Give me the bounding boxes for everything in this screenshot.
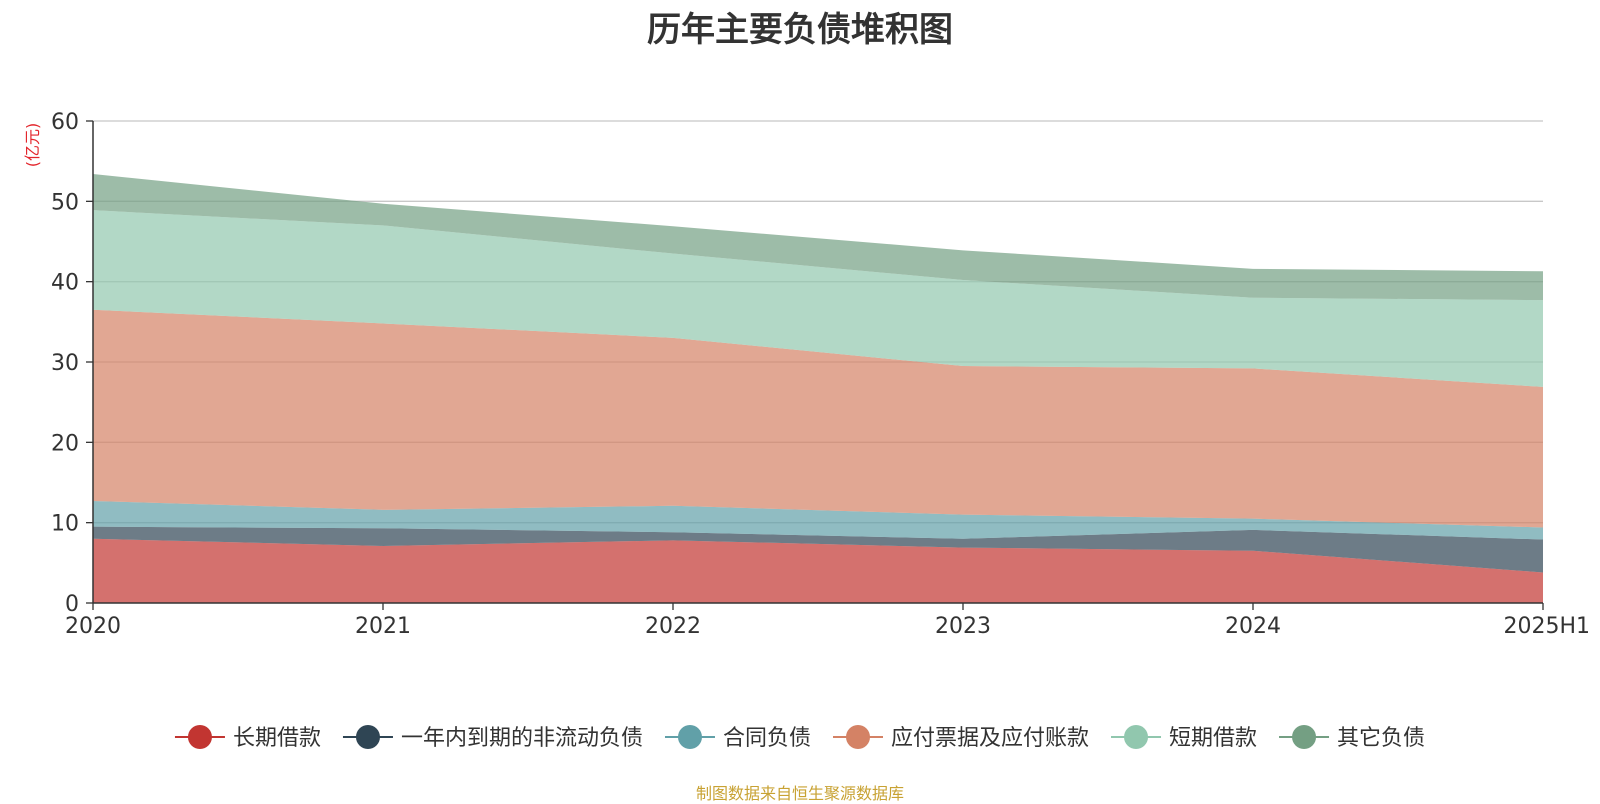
legend-label: 一年内到期的非流动负债	[401, 726, 643, 751]
legend-label: 合同负债	[723, 726, 811, 751]
legend-marker	[355, 725, 380, 749]
y-tick-label: 10	[51, 512, 79, 537]
y-tick-label: 40	[51, 271, 79, 296]
x-tick-label: 2021	[355, 614, 411, 639]
legend-item-合同负债[interactable]: 合同负债	[664, 725, 811, 751]
chart-title: 历年主要负债堆积图	[647, 10, 953, 50]
legend-item-长期借款[interactable]: 长期借款	[174, 725, 321, 751]
y-tick-label: 50	[51, 190, 79, 215]
axes: 0 10 20 30 40 50 60 2020 2021 2022 2023 2024 2025H1	[51, 110, 1590, 639]
area-一年内到期的非流动负债	[93, 526, 1543, 573]
legend-marker	[1124, 725, 1149, 749]
y-tick-label: 0	[65, 592, 79, 617]
legend-marker	[1292, 725, 1317, 749]
legend-marker	[187, 725, 212, 749]
source-note: 制图数据来自恒生聚源数据库	[695, 784, 904, 803]
area-短期借款	[93, 210, 1543, 387]
legend-item-短期借款[interactable]: 短期借款	[1111, 725, 1257, 751]
legend-marker	[846, 725, 870, 749]
y-tick-label: 30	[51, 351, 79, 376]
legend-item-其它负债[interactable]: 其它负债	[1279, 725, 1425, 751]
legend-label: 其它负债	[1337, 726, 1425, 751]
area-其它负债	[93, 174, 1543, 301]
legend-marker	[677, 725, 702, 749]
y-axis-unit-label: (亿元)	[23, 123, 42, 168]
y-tick-label: 60	[51, 110, 79, 135]
legend-label: 短期借款	[1169, 726, 1257, 751]
x-tick-label: 2024	[1225, 614, 1281, 639]
x-tick-label: 2023	[935, 614, 991, 639]
area-series	[93, 174, 1543, 603]
area-应付票据及应付账款	[93, 309, 1543, 528]
legend-label: 长期借款	[233, 726, 321, 751]
legend: 长期借款 一年内到期的非流动负债 合同负债 应付票据及应付账款 短期借款 其它负债	[174, 725, 1425, 751]
y-tick-label: 20	[51, 431, 79, 456]
area-合同负债	[93, 500, 1543, 540]
legend-item-应付票据及应付账款[interactable]: 应付票据及应付账款	[833, 725, 1089, 751]
legend-label: 应付票据及应付账款	[891, 726, 1089, 751]
legend-item-一年内到期的非流动负债[interactable]: 一年内到期的非流动负债	[342, 725, 643, 751]
x-tick-label: 2020	[65, 614, 121, 639]
area-长期借款	[93, 538, 1543, 603]
x-tick-label: 2025H1	[1503, 614, 1590, 639]
x-tick-label: 2022	[645, 614, 701, 639]
